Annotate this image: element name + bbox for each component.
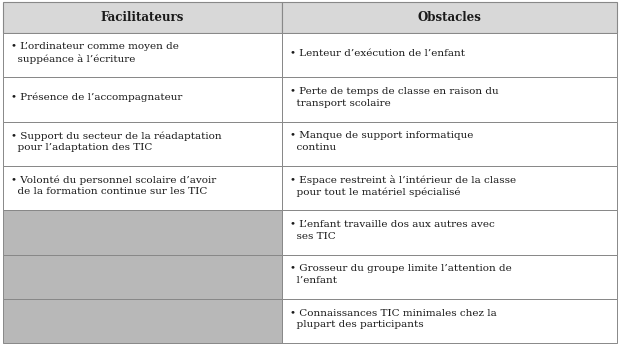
Bar (3, 77, 282, 122)
Bar (282, 255, 617, 299)
Text: • Support du secteur de la réadaptation
  pour l’adaptation des TIC: • Support du secteur de la réadaptation … (11, 131, 221, 152)
Bar (3, 166, 282, 210)
Text: • L’ordinateur comme moyen de
  suppéance à l’écriture: • L’ordinateur comme moyen de suppéance … (11, 42, 179, 64)
Text: • Manque de support informatique
  continu: • Manque de support informatique continu (290, 131, 473, 152)
Text: Facilitateurs: Facilitateurs (101, 11, 184, 24)
Text: Obstacles: Obstacles (417, 11, 482, 24)
Bar (3, 255, 282, 299)
Bar (282, 2, 617, 33)
Bar (282, 299, 617, 343)
Text: • Lenteur d’exécution de l’enfant: • Lenteur d’exécution de l’enfant (290, 49, 464, 58)
Bar (3, 2, 282, 33)
Bar (282, 166, 617, 210)
Bar (282, 77, 617, 122)
Text: • Espace restreint à l’intérieur de la classe
  pour tout le matériel spécialisé: • Espace restreint à l’intérieur de la c… (290, 175, 516, 197)
Bar (282, 33, 617, 77)
Bar (3, 122, 282, 166)
Text: • Présence de l’accompagnateur: • Présence de l’accompagnateur (11, 93, 182, 102)
Bar (3, 299, 282, 343)
Bar (282, 122, 617, 166)
Text: • Perte de temps de classe en raison du
  transport scolaire: • Perte de temps de classe en raison du … (290, 87, 498, 108)
Bar (282, 210, 617, 255)
Bar (3, 33, 282, 77)
Text: • Grosseur du groupe limite l’attention de
  l’enfant: • Grosseur du groupe limite l’attention … (290, 264, 512, 285)
Text: • Connaissances TIC minimales chez la
  plupart des participants: • Connaissances TIC minimales chez la pl… (290, 309, 496, 329)
Text: • Volonté du personnel scolaire d’avoir
  de la formation continue sur les TIC: • Volonté du personnel scolaire d’avoir … (11, 176, 216, 196)
Bar (3, 210, 282, 255)
Text: • L’enfant travaille dos aux autres avec
  ses TIC: • L’enfant travaille dos aux autres avec… (290, 220, 494, 240)
